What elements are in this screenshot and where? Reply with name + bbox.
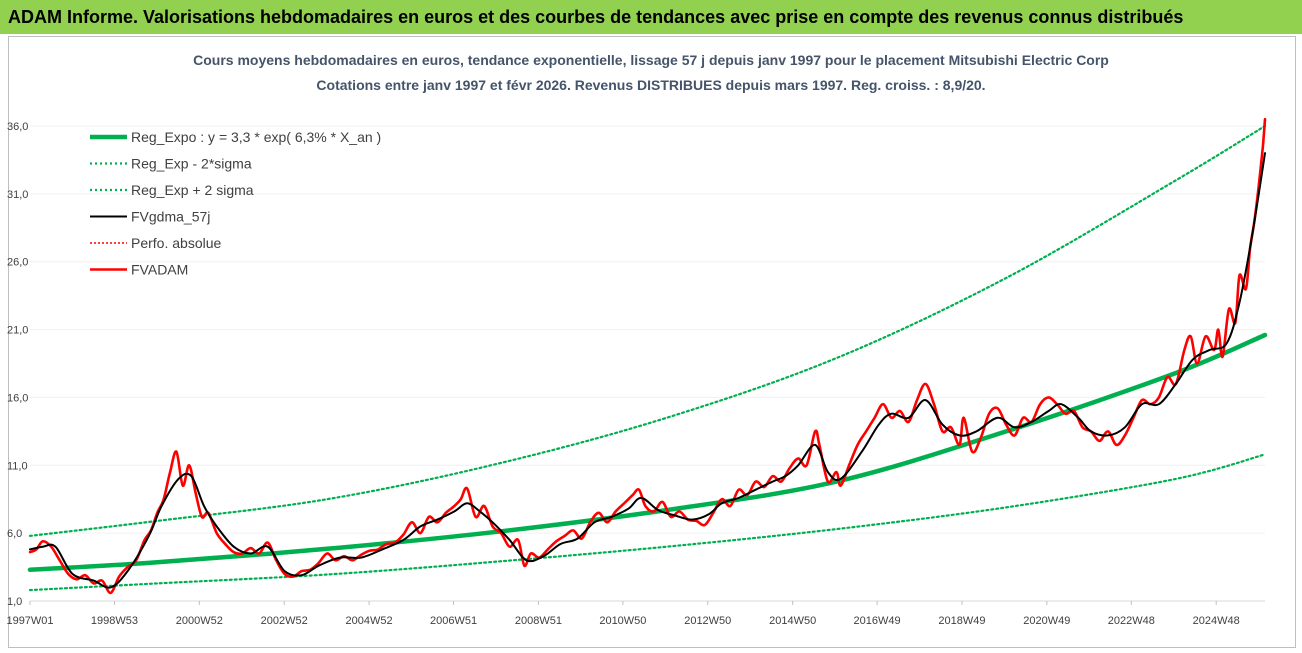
series-lines	[27, 117, 1268, 595]
y-tick-label: 6,0	[7, 528, 22, 540]
series-line-fvgdma	[29, 152, 1266, 589]
y-tick-label: 16,0	[7, 392, 28, 404]
legend-label-sigma_low: Reg_Exp - 2*sigma	[131, 156, 252, 172]
legend-label-sigma_high: Reg_Exp + 2 sigma	[131, 182, 254, 198]
chart-title-line1: Cours moyens hebdomadaires en euros, ten…	[193, 52, 1109, 68]
x-axis-ticks: 1997W01 1998W53 2000W52 2002W52 2004W52 2006W…	[6, 601, 1240, 627]
legend-label-fvadam: FVADAM	[131, 262, 188, 278]
x-tick-label: 2002W52	[261, 615, 308, 627]
y-axis-ticks: 1,0 6,0 11,0 16,0 21,0 26,0 31,0 36,0	[7, 121, 28, 608]
chart-frame	[8, 36, 1296, 648]
y-tick-label: 11,0	[7, 460, 28, 472]
x-tick-label: 2010W50	[599, 615, 646, 627]
x-tick-label: 2014W50	[769, 615, 816, 627]
x-tick-label: 2008W51	[515, 615, 562, 627]
x-tick-label: 2004W52	[346, 615, 393, 627]
legend-label-reg: Reg_Expo : y = 3,3 * exp( 6,3% * X_an )	[131, 129, 381, 145]
x-tick-label: 2018W49	[938, 615, 985, 627]
x-tick-label: 2016W49	[854, 615, 901, 627]
grid-lines	[30, 125, 1265, 534]
y-tick-label: 31,0	[7, 189, 28, 201]
series-line-sigma_low	[28, 453, 1267, 592]
x-tick-label: 2022W48	[1108, 615, 1155, 627]
report-banner: ADAM Informe. Valorisations hebdomadaire…	[0, 0, 1302, 34]
x-tick-label: 2000W52	[176, 615, 223, 627]
chart-title-line2: Cotations entre janv 1997 et févr 2026. …	[316, 77, 986, 93]
x-tick-label: 1997W01	[6, 615, 53, 627]
x-tick-label: 2012W50	[684, 615, 731, 627]
x-tick-label: 2024W48	[1193, 615, 1240, 627]
legend: Reg_Expo : y = 3,3 * exp( 6,3% * X_an ) R…	[90, 129, 381, 278]
x-tick-label: 2020W49	[1023, 615, 1070, 627]
series-line-reg	[27, 332, 1268, 573]
legend-label-perfo: Perfo. absolue	[131, 235, 221, 251]
y-tick-label: 1,0	[7, 596, 22, 608]
x-tick-label: 1998W53	[91, 615, 138, 627]
y-tick-label: 21,0	[7, 325, 28, 337]
series-line-sigma_high	[28, 124, 1267, 537]
x-tick-label: 2006W51	[430, 615, 477, 627]
legend-label-fvgdma: FVgdma_57j	[131, 209, 210, 225]
y-tick-label: 26,0	[7, 257, 28, 269]
y-tick-label: 36,0	[7, 121, 28, 133]
